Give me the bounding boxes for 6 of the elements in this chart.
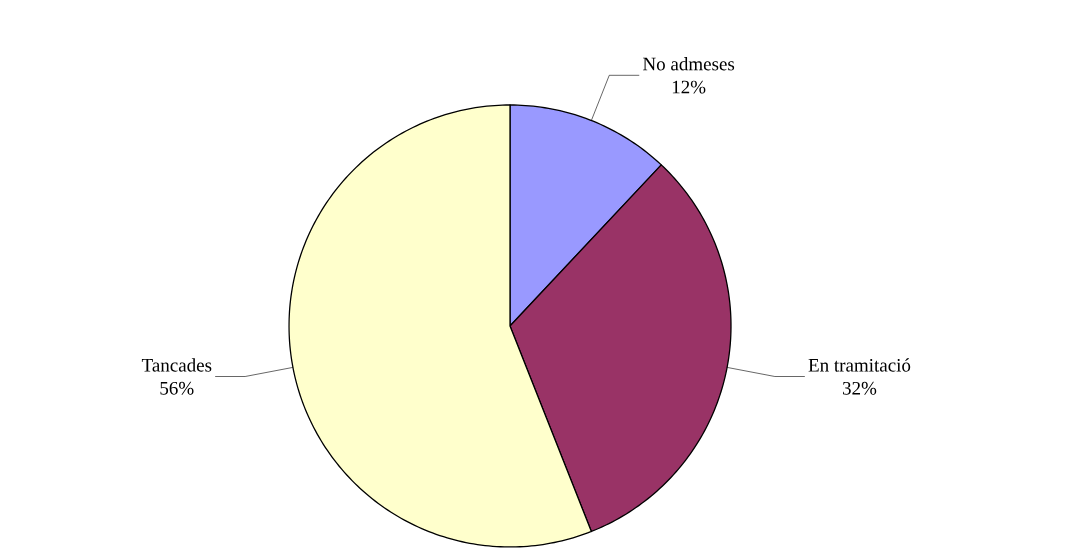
data-label: 56% — [160, 381, 194, 395]
slice-label: En tramitació — [808, 358, 911, 372]
slice-label: Tancades — [141, 358, 212, 372]
data-label: 12% — [672, 80, 706, 94]
slice-label: No admeses — [643, 57, 735, 71]
data-label: 32% — [842, 381, 877, 395]
